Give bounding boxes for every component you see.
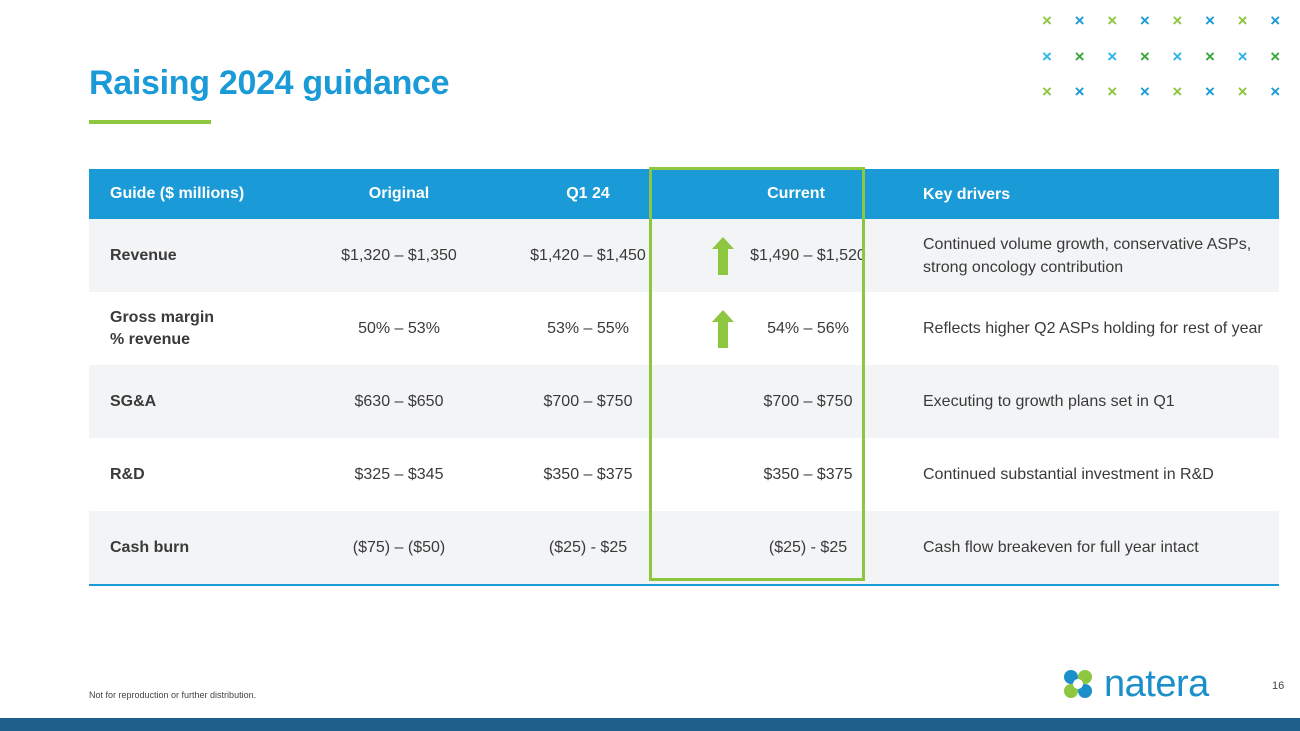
q1-value: 53% – 55% <box>488 292 688 365</box>
x-mark-icon: × <box>1042 11 1052 30</box>
x-mark-icon: × <box>1172 11 1183 30</box>
x-mark-icon: × <box>1270 82 1281 101</box>
x-mark-icon: × <box>1107 11 1118 30</box>
x-mark-icon: × <box>1139 11 1150 30</box>
header-original: Original <box>310 169 488 219</box>
table-row: R&D $325 – $345 $350 – $375 $350 – $375 Cont… <box>89 438 1279 511</box>
page-number: 16 <box>1272 680 1285 692</box>
row-label: Revenue <box>89 219 310 292</box>
key-driver: Continued volume growth, conservative AS… <box>904 219 1279 292</box>
row-label: SG&A <box>89 365 310 438</box>
x-mark-icon: × <box>1074 82 1085 101</box>
natera-logo: natera <box>1060 664 1209 704</box>
natera-logo-icon <box>1064 670 1092 698</box>
original-value: $325 – $345 <box>310 438 488 511</box>
original-value: ($75) – ($50) <box>310 511 488 586</box>
x-mark-icon: × <box>1107 46 1118 66</box>
x-mark-icon: × <box>1139 46 1150 66</box>
up-arrow-icon <box>712 309 734 348</box>
table-row: Gross margin % revenue 50% – 53% 53% – 55%… <box>89 292 1279 365</box>
x-mark-icon: × <box>1237 46 1248 66</box>
footer-note: Not for reproduction or further distribu… <box>89 690 257 700</box>
x-pattern-icon: × × × × × × × × × × × × × × × × × × × × × × × × <box>1036 10 1292 110</box>
bottom-bar <box>0 718 1300 731</box>
q1-value: ($25) - $25 <box>488 511 688 586</box>
header-current: Current <box>688 169 904 219</box>
x-mark-icon: × <box>1107 82 1118 101</box>
q1-value: $1,420 – $1,450 <box>488 219 688 292</box>
row-label: R&D <box>89 438 310 511</box>
table-header-row: Guide ($ millions) Original Q1 24 Curren… <box>89 169 1279 219</box>
up-arrow-icon <box>712 236 734 275</box>
logo-wordmark: natera <box>1104 663 1209 705</box>
current-value: ($25) - $25 <box>768 539 848 556</box>
x-mark-icon: × <box>1205 46 1215 66</box>
x-mark-icon: × <box>1237 82 1248 101</box>
x-mark-icon: × <box>1172 46 1183 66</box>
x-mark-icon: × <box>1042 82 1052 101</box>
header-key-drivers: Key drivers <box>904 169 1279 219</box>
key-driver: Cash flow breakeven for full year intact <box>904 511 1279 586</box>
x-mark-icon: × <box>1074 46 1085 66</box>
current-value: 54% – 56% <box>767 320 849 337</box>
x-mark-icon: × <box>1139 82 1150 101</box>
x-mark-icon: × <box>1205 82 1215 101</box>
header-q1: Q1 24 <box>488 169 688 219</box>
original-value: 50% – 53% <box>310 292 488 365</box>
x-mark-icon: × <box>1237 11 1248 30</box>
current-cell: $700 – $750 <box>688 365 904 438</box>
original-value: $630 – $650 <box>310 365 488 438</box>
current-value: $1,490 – $1,520 <box>750 247 866 264</box>
header-guide: Guide ($ millions) <box>89 169 310 219</box>
title-underline <box>89 120 211 124</box>
row-label: Gross margin % revenue <box>89 292 310 365</box>
q1-value: $700 – $750 <box>488 365 688 438</box>
table-row: Cash burn ($75) – ($50) ($25) - $25 ($25) -… <box>89 511 1279 586</box>
current-cell: 54% – 56% <box>688 292 904 365</box>
x-mark-icon: × <box>1205 11 1215 30</box>
q1-value: $350 – $375 <box>488 438 688 511</box>
table-row: SG&A $630 – $650 $700 – $750 $700 – $750 Exe… <box>89 365 1279 438</box>
table-row: Revenue $1,320 – $1,350 $1,420 – $1,450 $1,… <box>89 219 1279 292</box>
current-cell: $350 – $375 <box>688 438 904 511</box>
key-driver: Reflects higher Q2 ASPs holding for rest… <box>904 292 1279 365</box>
x-mark-icon: × <box>1074 11 1085 30</box>
key-driver: Continued substantial investment in R&D <box>904 438 1279 511</box>
current-cell: ($25) - $25 <box>688 511 904 586</box>
guidance-table: Guide ($ millions) Original Q1 24 Curren… <box>89 169 1279 586</box>
x-mark-icon: × <box>1270 11 1281 30</box>
original-value: $1,320 – $1,350 <box>310 219 488 292</box>
x-mark-icon: × <box>1172 82 1183 101</box>
current-value: $700 – $750 <box>763 393 853 410</box>
slide-title: Raising 2024 guidance <box>89 64 450 102</box>
x-mark-icon: × <box>1042 46 1052 66</box>
current-value: $350 – $375 <box>763 466 853 483</box>
table-body: Revenue $1,320 – $1,350 $1,420 – $1,450 $1,… <box>89 219 1279 586</box>
row-label: Cash burn <box>89 511 310 586</box>
x-mark-icon: × <box>1270 46 1281 66</box>
current-cell: $1,490 – $1,520 <box>688 219 904 292</box>
key-driver: Executing to growth plans set in Q1 <box>904 365 1279 438</box>
